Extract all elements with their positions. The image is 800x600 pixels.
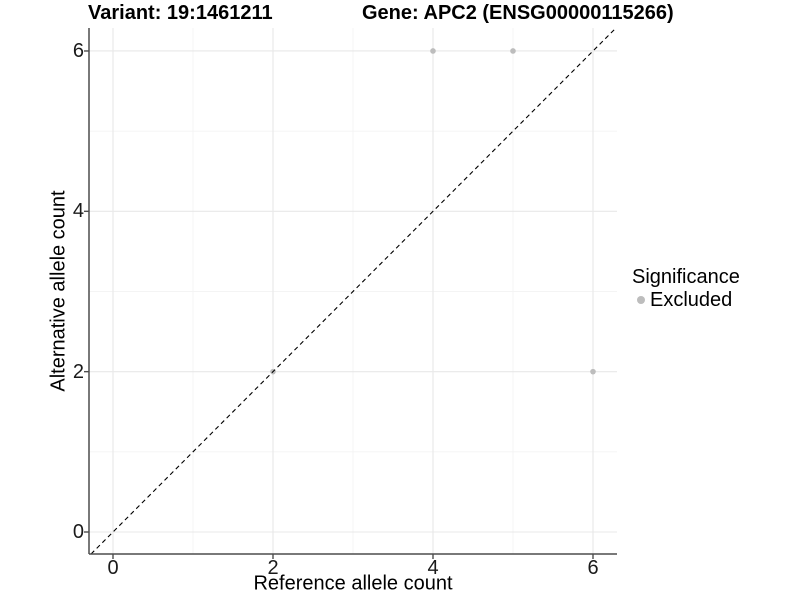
x-tick-label: 2	[267, 557, 279, 579]
data-point	[590, 368, 596, 375]
y-axis-title: Alternative allele count	[47, 190, 70, 392]
legend-key-dot-icon	[637, 296, 645, 304]
legend: Significance Excluded	[631, 266, 740, 311]
x-tick-label: 4	[427, 557, 439, 579]
y-tick-label: 0	[72, 521, 84, 543]
x-tick-label: 0	[107, 557, 119, 579]
x-tick-label: 6	[587, 557, 599, 579]
identity-reference-line	[90, 27, 617, 555]
gene-title: Gene: APC2 (ENSG00000115266)	[362, 2, 674, 24]
data-point	[510, 48, 516, 54]
legend-title: Significance	[632, 266, 740, 288]
legend-item-label: Excluded	[650, 289, 733, 311]
y-tick-label: 6	[72, 39, 84, 62]
legend-item-excluded: Excluded	[631, 289, 740, 311]
data-point	[430, 48, 436, 54]
variant-title: Variant: 19:1461211	[88, 2, 273, 24]
y-tick-label: 4	[72, 200, 84, 223]
y-tick-label: 2	[72, 360, 84, 383]
x-axis-title: Reference allele count	[253, 572, 453, 595]
